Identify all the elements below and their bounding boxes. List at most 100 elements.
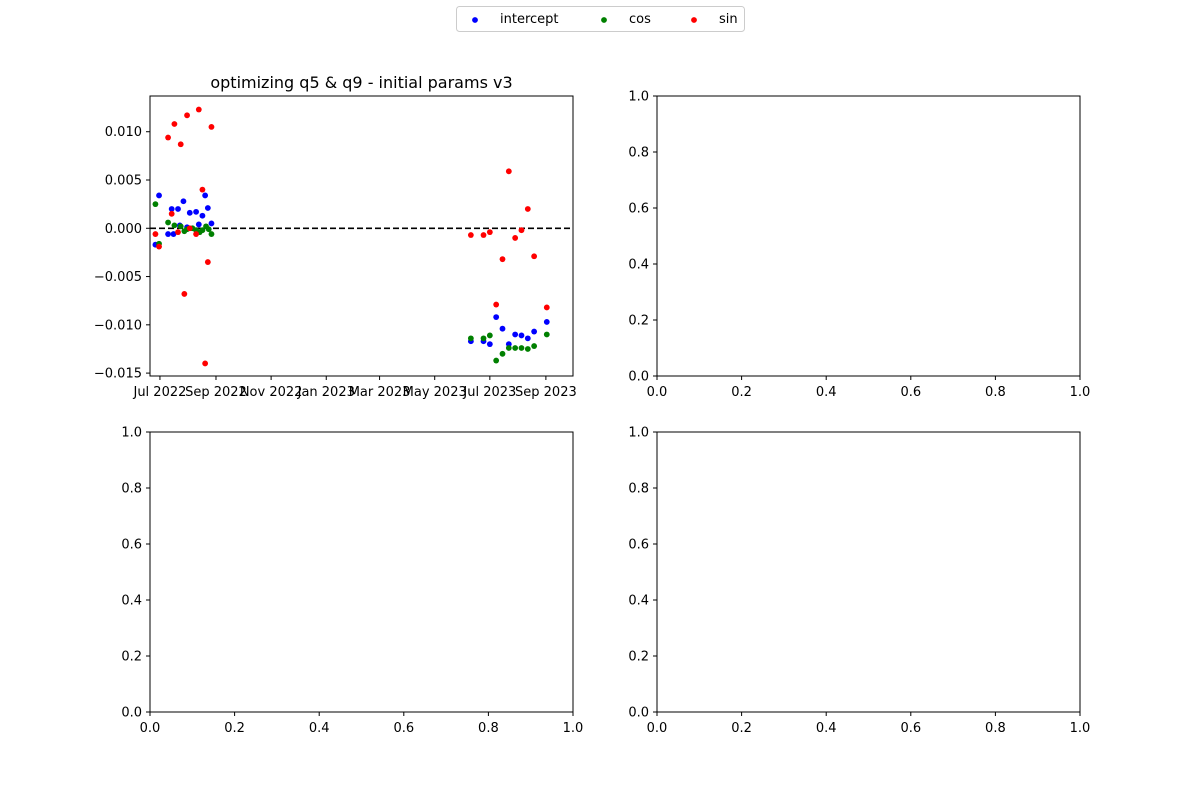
y-tick-label: 0.6 [628,202,649,217]
point-intercept-2 [165,231,171,237]
y-tick-label: −0.015 [94,367,142,382]
x-tick-label: 1.0 [1070,721,1091,736]
x-tick-label: 0.8 [478,721,499,736]
y-tick-label: 0.6 [121,538,142,553]
point-cos-10 [199,227,206,234]
y-tick-label: 0.0 [121,706,142,721]
point-intercept-26 [543,319,550,325]
subplot-title: optimizing q5 & q9 - initial params v3 [210,73,512,92]
point-cos-23 [531,343,538,349]
point-cos-14 [467,335,474,342]
x-tick-label: 1.0 [563,721,584,736]
y-tick-label: −0.010 [94,318,142,333]
point-cos-21 [518,345,525,351]
subplot-2: 0.0 0.2 0.4 0.6 0.8 1.0 0.0 0.2 0.4 0.6 0.8 1.0 [628,90,1090,401]
point-sin-20 [499,256,506,263]
y-tick-label: 0.8 [628,482,649,497]
point-sin-26 [543,304,550,311]
axes-frame [656,431,1081,713]
point-sin-10 [193,231,199,237]
point-cos-4 [177,223,184,230]
point-sin-2 [165,134,171,141]
axes-frame [149,431,574,713]
point-intercept-10 [193,208,199,215]
point-cos-12 [205,226,212,233]
legend-label: sin [719,12,738,27]
legend-entry-sin: sin [691,12,738,27]
point-sin-14 [204,259,211,265]
series-sin [152,106,550,367]
y-tick-label: 1.0 [628,90,649,105]
point-intercept-18 [486,341,493,348]
x-tick-label: Mar 2023 [349,385,411,400]
x-tick-label: Sep 2023 [515,385,577,400]
x-tick-label: Nov 2022 [240,385,303,400]
point-sin-19 [493,301,500,308]
x-tick-label: 0.8 [985,721,1006,736]
point-intercept-22 [512,331,519,338]
point-sin-11 [195,106,202,113]
y-tick-label: 0.2 [121,650,142,665]
point-intercept-13 [202,192,209,199]
x-tick-label: May 2023 [403,385,467,400]
point-intercept-25 [531,328,538,335]
y-tick-label: −0.005 [94,270,142,285]
x-tick-label: 1.0 [1070,385,1091,400]
y-tick-label: 0.005 [105,174,142,189]
point-intercept-20 [499,325,506,332]
x-tick-label: 0.4 [816,385,837,400]
point-sin-17 [480,232,487,238]
point-cos-17 [493,357,500,364]
x-tick-label: Sep 2022 [185,385,247,400]
point-sin-13 [202,360,209,367]
point-cos-24 [543,331,550,338]
point-sin-0 [152,231,159,237]
legend-marker [472,17,478,23]
point-cos-15 [480,335,487,342]
legend-entry-cos: cos [601,12,651,27]
x-tick-label: 0.2 [731,385,752,400]
point-intercept-14 [204,205,211,211]
point-intercept-19 [493,314,500,321]
point-intercept-11 [195,221,202,228]
point-sin-1 [156,243,162,250]
x-tick-label: Jul 2023 [462,385,516,400]
y-tick-label: 0.000 [105,222,142,237]
legend-label: cos [629,12,651,27]
point-cos-2 [165,219,171,226]
x-tick-label: 0.4 [309,721,330,736]
point-cos-19 [505,345,512,351]
x-tick-label: 0.8 [985,385,1006,400]
point-cos-22 [524,346,531,352]
point-intercept-3 [168,206,175,212]
y-tick-label: 0.010 [105,125,142,140]
x-tick-label: Jan 2023 [297,385,355,400]
point-intercept-9 [186,209,193,216]
point-intercept-24 [524,335,531,342]
x-tick-label: 0.2 [224,721,245,736]
point-intercept-7 [180,198,187,205]
x-tick-label: 0.6 [393,721,414,736]
y-tick-label: 1.0 [628,426,649,441]
point-sin-18 [486,229,493,236]
point-intercept-1 [156,192,162,199]
point-intercept-23 [518,332,525,339]
subplot-3: 0.0 0.2 0.4 0.6 0.8 1.0 0.0 0.2 0.4 0.6 0.8 1.0 [121,426,583,737]
x-tick-label: Jul 2022 [132,385,186,400]
point-sin-8 [184,112,190,119]
point-sin-21 [505,168,512,175]
point-sin-24 [524,206,531,212]
point-cos-18 [499,350,506,357]
point-sin-6 [177,141,184,148]
y-tick-label: 1.0 [121,426,142,441]
legend: intercept cos sin [456,6,745,32]
point-sin-4 [171,121,178,127]
legend-marker [601,17,607,23]
x-tick-label: 0.6 [900,721,921,736]
point-cos-13 [208,231,215,237]
x-tick-label: 0.4 [816,721,837,736]
point-sin-7 [181,291,188,297]
point-sin-25 [531,253,538,260]
